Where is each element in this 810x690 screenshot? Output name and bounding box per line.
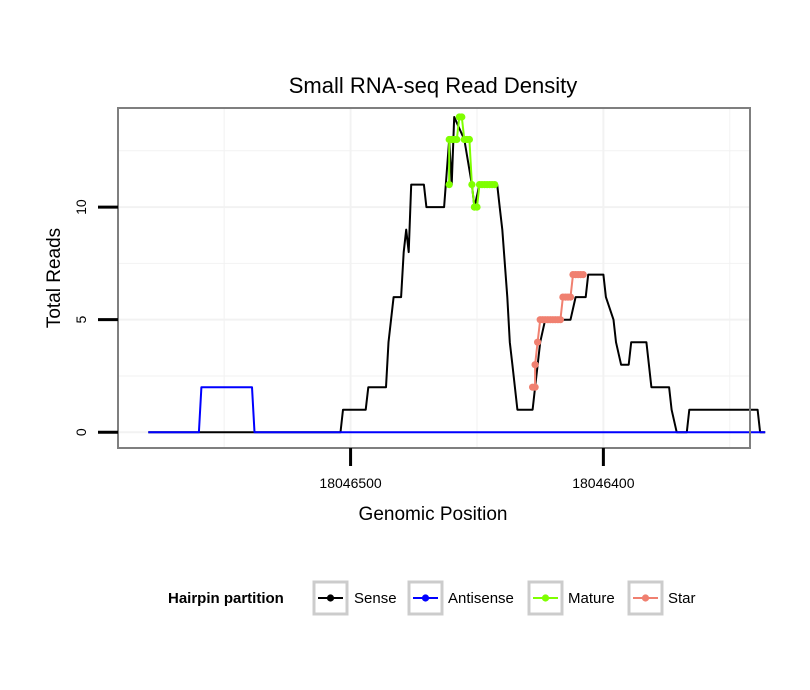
x-tick-label: 18046400 xyxy=(572,475,635,491)
series-star xyxy=(529,271,587,391)
legend-label: Antisense xyxy=(448,590,514,607)
data-point-star xyxy=(531,361,539,369)
legend: Hairpin partition Sense Antisense Mature St… xyxy=(168,580,696,616)
legend-label: Sense xyxy=(354,590,397,607)
legend-key-point xyxy=(326,594,335,602)
legend-item-sense: Sense xyxy=(312,580,397,616)
series-sense xyxy=(148,116,766,434)
legend-label: Star xyxy=(668,590,696,607)
legend-label: Mature xyxy=(568,590,615,607)
series-line-antisense xyxy=(148,386,766,434)
data-point-star xyxy=(556,316,565,324)
series-mature xyxy=(445,113,499,211)
legend-item-antisense: Antisense xyxy=(407,580,514,616)
plot-background xyxy=(118,108,750,448)
data-point-mature xyxy=(445,181,453,189)
legend-title: Hairpin partition xyxy=(168,590,284,607)
y-tick-label: 0 xyxy=(73,428,89,436)
data-point-star xyxy=(531,383,539,391)
data-point-mature xyxy=(458,113,466,121)
data-point-star xyxy=(534,338,542,346)
series-layer xyxy=(148,113,766,434)
y-axis-title: Total Reads xyxy=(44,228,65,328)
series-antisense xyxy=(148,386,766,434)
legend-key-point xyxy=(641,594,650,602)
data-point-mature xyxy=(465,135,473,144)
data-point-mature xyxy=(468,181,476,189)
legend-key-point xyxy=(541,594,550,602)
series-line-sense xyxy=(148,116,766,434)
y-axis: 0 5 10 xyxy=(73,199,118,436)
legend-item-mature: Mature xyxy=(527,580,615,616)
x-axis: 18046500 18046400 xyxy=(319,448,635,491)
legend-item-star: Star xyxy=(627,580,696,616)
data-point-mature xyxy=(473,203,481,211)
plot-border xyxy=(117,107,751,449)
data-point-star xyxy=(566,293,575,301)
legend-key-point xyxy=(421,594,430,602)
y-tick-label: 5 xyxy=(73,316,89,324)
chart-title: Small RNA-seq Read Density xyxy=(289,73,578,98)
x-tick-label: 18046500 xyxy=(319,475,382,491)
data-point-star xyxy=(579,271,587,279)
x-axis-title: Genomic Position xyxy=(359,504,508,525)
data-point-mature xyxy=(453,135,461,144)
data-point-mature xyxy=(491,181,499,189)
y-tick-label: 10 xyxy=(73,199,89,215)
